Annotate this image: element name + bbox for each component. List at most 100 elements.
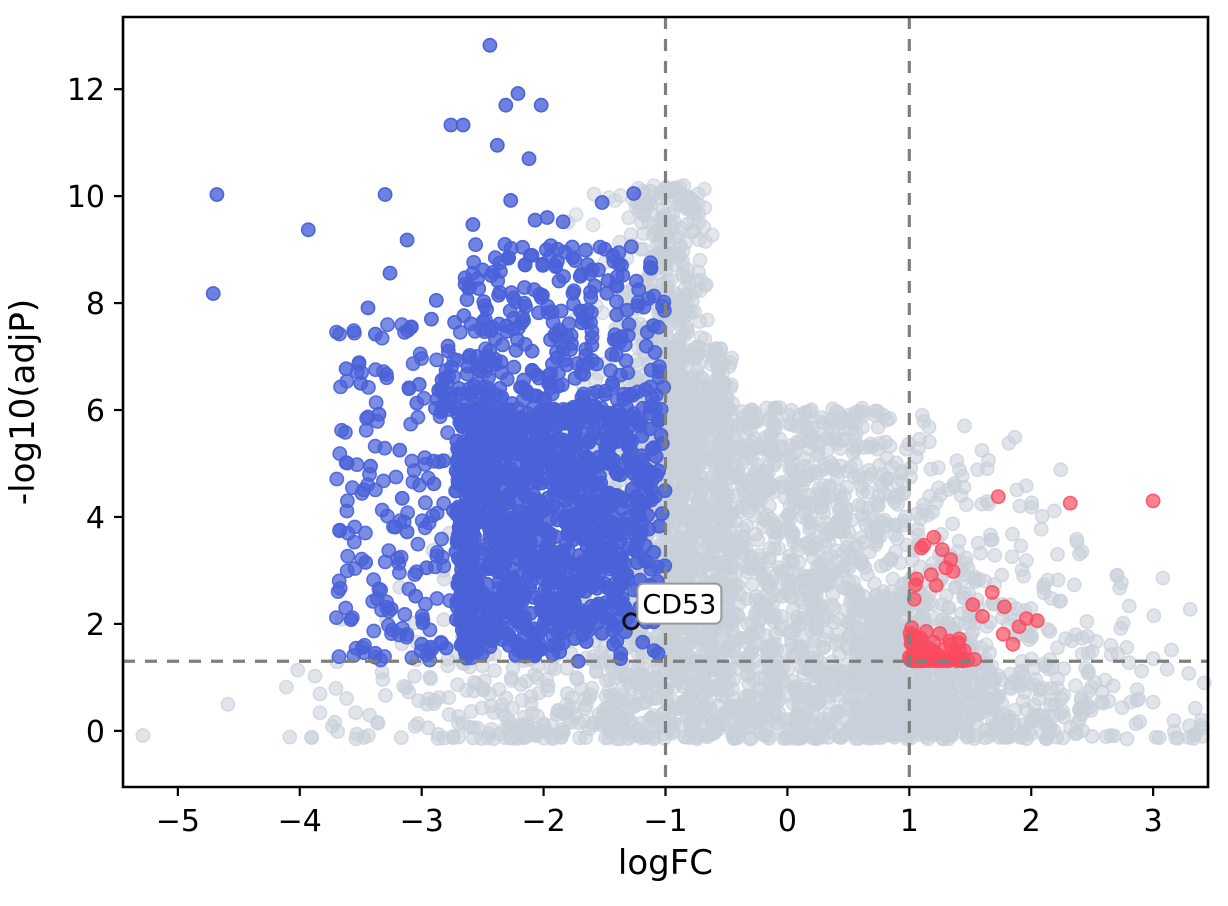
data-point (825, 587, 840, 603)
data-point (445, 728, 461, 744)
data-point (816, 427, 832, 443)
data-point (135, 728, 151, 743)
data-point (1041, 661, 1057, 677)
data-point (1084, 729, 1100, 744)
data-point (987, 547, 1003, 563)
data-point (762, 550, 777, 566)
data-point (910, 522, 925, 537)
data-point (689, 631, 705, 647)
data-point (455, 715, 471, 731)
data-point (831, 633, 846, 649)
data-point (848, 603, 863, 618)
data-point (684, 304, 700, 320)
data-point (682, 525, 697, 541)
data-point (1115, 615, 1131, 631)
data-point (552, 433, 568, 448)
data-point (1069, 534, 1085, 550)
data-point (1028, 672, 1044, 687)
data-point (951, 533, 967, 549)
data-point (1053, 706, 1069, 721)
data-point (852, 670, 867, 686)
data-point (870, 689, 885, 705)
data-point (659, 193, 675, 209)
data-point (646, 712, 662, 728)
data-point (1072, 546, 1087, 562)
data-point (665, 206, 681, 222)
data-point (700, 455, 716, 470)
data-point (1114, 700, 1130, 716)
data-point (568, 207, 584, 222)
data-point (667, 443, 683, 458)
data-point (674, 266, 690, 282)
data-point (857, 440, 872, 455)
data-point (711, 371, 727, 387)
data-point (761, 447, 777, 463)
data-point (680, 464, 695, 479)
data-point (879, 472, 895, 488)
data-point (921, 596, 936, 612)
data-point (621, 210, 637, 226)
data-point (921, 419, 937, 435)
data-point (767, 417, 783, 432)
data-point (868, 403, 883, 419)
data-point (441, 690, 457, 705)
data-point (683, 409, 699, 425)
data-point (869, 530, 885, 545)
data-point (1073, 701, 1089, 716)
data-point (1097, 672, 1113, 688)
data-point (720, 536, 736, 552)
data-point (807, 464, 822, 480)
data-point (675, 387, 690, 403)
data-point (704, 227, 720, 243)
data-point (710, 438, 725, 454)
data-point (671, 246, 687, 262)
data-point (1134, 663, 1150, 679)
data-point (1164, 642, 1179, 658)
data-point (846, 469, 862, 485)
data-point (774, 669, 789, 684)
data-point (514, 692, 530, 708)
data-point (585, 217, 601, 233)
data-point (1009, 482, 1025, 498)
data-point (834, 410, 850, 426)
data-point (1052, 593, 1067, 609)
data-point (857, 615, 872, 631)
data-point (970, 462, 985, 478)
data-point (756, 565, 772, 581)
data-point (688, 508, 704, 524)
data-point (750, 532, 766, 548)
data-point (806, 575, 822, 591)
data-point (328, 681, 344, 696)
data-point (466, 674, 482, 690)
data-point (967, 569, 982, 585)
data-point (396, 678, 412, 694)
data-point (1055, 730, 1071, 746)
data-point (789, 727, 805, 743)
data-point (498, 690, 514, 706)
data-point (922, 725, 938, 741)
data-point (666, 679, 682, 695)
data-point (882, 438, 898, 454)
data-point (798, 656, 813, 671)
data-point (788, 578, 803, 593)
data-point (1056, 687, 1072, 703)
data-point (1031, 691, 1047, 707)
data-point (909, 506, 925, 522)
data-point (978, 637, 994, 653)
data-point (621, 439, 637, 455)
data-point (794, 592, 810, 608)
data-point (882, 411, 898, 426)
data-point (882, 488, 898, 504)
data-point (979, 722, 994, 738)
data-point (1080, 629, 1095, 644)
data-point (1084, 679, 1099, 695)
data-points-layer (135, 37, 1212, 747)
data-point (783, 524, 799, 540)
data-point (553, 729, 569, 745)
data-point (503, 670, 519, 686)
data-point (795, 690, 811, 706)
data-point (894, 464, 910, 479)
data-point (500, 712, 516, 728)
data-point (903, 692, 919, 707)
